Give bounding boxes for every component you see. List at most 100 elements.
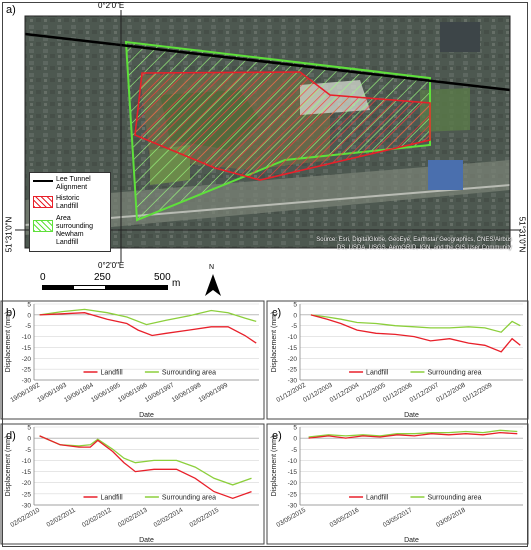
panel-border (0, 300, 265, 420)
y-tick-label: 5 (27, 302, 31, 309)
x-tick-label: 02/02/2012 (81, 506, 113, 529)
coord-bottom-label: 0°2'0"E (98, 261, 125, 270)
y-tick-label: 0 (27, 312, 31, 319)
legend-surrounding-line2: surrounding (56, 223, 93, 230)
series-line-landfill (308, 431, 518, 439)
series-line-surrounding-area (308, 429, 518, 438)
x-tick-label: 19/06/1992 (9, 381, 41, 404)
legend-surrounding-swatch (33, 220, 53, 232)
x-tick-label: 02/02/2011 (46, 506, 78, 528)
legend-landfill-swatch (33, 196, 53, 208)
legend-label: Landfill (101, 370, 124, 377)
x-axis-label: Date (139, 537, 154, 544)
y-tick-label: -10 (288, 458, 298, 465)
panel-label: d) (6, 430, 16, 442)
y-axis-label: Displacement (mm) (5, 436, 12, 497)
scale-tick-250: 250 (94, 272, 111, 283)
x-tick-label: 19/06/1997 (144, 381, 176, 404)
x-tick-label: 02/02/2010 (9, 506, 41, 529)
scale-unit: m (172, 278, 181, 289)
north-label: N (209, 264, 215, 271)
chart-panel-0: b)50-5-10-15-20-25-3019/06/199219/06/199… (0, 300, 265, 420)
legend-label: Surrounding area (427, 370, 481, 377)
coord-top-label: 0°2'0"E (98, 1, 125, 10)
y-tick-label: -30 (22, 378, 32, 385)
y-axis-label: Displacement (mm) (271, 436, 278, 497)
scale-tick-500: 500 (154, 272, 171, 283)
legend-label: Surrounding area (162, 370, 216, 377)
panel-label: b) (6, 307, 16, 319)
legend-label: Surrounding area (427, 495, 481, 502)
y-tick-label: 0 (293, 312, 297, 319)
north-arrow-icon (205, 274, 221, 296)
y-tick-label: -25 (288, 491, 298, 498)
series-line-surrounding-area (39, 435, 252, 486)
source-line-1: Source: Esri, DigitalGlobe, GeoEye, Eart… (316, 237, 512, 243)
y-tick-label: -15 (288, 469, 298, 476)
y-tick-label: -20 (22, 356, 32, 363)
x-tick-label: 19/06/1995 (90, 381, 122, 404)
scale-tick-0: 0 (40, 272, 46, 283)
coord-left-label: 51°31'0"N (4, 216, 14, 253)
x-tick-label: 19/06/1994 (63, 381, 95, 404)
series-line-landfill (310, 314, 521, 353)
x-tick-label: 03/05/2015 (275, 506, 307, 529)
y-tick-label: 5 (293, 425, 297, 432)
y-tick-label: -15 (22, 469, 32, 476)
y-tick-label: 5 (293, 302, 297, 309)
legend-surrounding-line1: Area (56, 215, 71, 222)
x-axis-label: Date (139, 412, 154, 419)
legend-tunnel-line2: Alignment (56, 184, 88, 191)
historic-landfill (134, 71, 431, 181)
x-tick-label: 01/12/2009 (462, 381, 494, 404)
x-axis-label: Date (404, 412, 419, 419)
series-line-landfill (39, 435, 252, 499)
y-tick-label: -15 (288, 345, 298, 352)
x-tick-label: 03/05/2018 (435, 506, 467, 529)
legend-label: Landfill (366, 370, 389, 377)
map-border (24, 15, 511, 249)
y-axis-label: Displacement (mm) (5, 312, 12, 373)
y-tick-label: 0 (293, 436, 297, 443)
x-tick-label: 02/02/2013 (117, 506, 149, 529)
legend-label: Landfill (366, 495, 389, 502)
x-axis-label: Date (404, 537, 419, 544)
y-tick-label: -5 (291, 447, 297, 454)
y-tick-label: -10 (22, 458, 32, 465)
scale-bar: 0 250 500 m (40, 272, 242, 292)
source-line-2: DS, USDA, USGS, AeroGRID, IGN, and the G… (336, 245, 512, 251)
scale-bar-segments (42, 285, 168, 290)
x-tick-label: 03/05/2017 (382, 506, 414, 529)
panel-border (0, 423, 265, 545)
panel-a-label: a) (6, 4, 16, 16)
legend-label: Surrounding area (162, 495, 216, 502)
legend-surrounding-line4: Landfill (56, 239, 79, 246)
panel-label: e) (272, 430, 282, 442)
y-tick-label: 0 (27, 436, 31, 443)
x-tick-label: 03/05/2016 (329, 506, 361, 529)
x-tick-label: 19/06/1996 (117, 381, 149, 404)
panel-label: c) (272, 307, 281, 319)
x-tick-label: 19/06/1999 (197, 381, 229, 404)
panel-border (266, 423, 529, 545)
y-tick-label: -5 (25, 323, 31, 330)
y-tick-label: 5 (27, 425, 31, 432)
series-line-surrounding-area (39, 308, 257, 326)
north-arrow: N (203, 264, 223, 298)
x-tick-label: 02/02/2015 (188, 506, 220, 529)
series-line-landfill (39, 312, 257, 344)
map-source-attribution: Source: Esri, DigitalGlobe, GeoEye, Eart… (260, 236, 512, 252)
y-tick-label: -20 (288, 480, 298, 487)
lee-tunnel-alignment (24, 32, 511, 92)
chart-panel-1: c)50-5-10-15-20-25-3001/12/200201/12/200… (266, 300, 529, 420)
y-tick-label: -10 (288, 334, 298, 341)
legend-label: Landfill (101, 495, 124, 502)
y-tick-label: -30 (22, 503, 32, 510)
panel-border (266, 300, 529, 420)
legend-tunnel-swatch (33, 180, 53, 182)
x-tick-label: 02/02/2014 (153, 506, 185, 529)
y-tick-label: -5 (25, 447, 31, 454)
